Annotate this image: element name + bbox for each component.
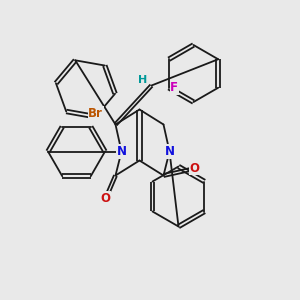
Text: F: F [170, 81, 178, 94]
Text: N: N [164, 145, 175, 158]
Text: H: H [139, 75, 148, 85]
Text: O: O [100, 191, 110, 205]
Text: Br: Br [88, 106, 103, 120]
Text: O: O [189, 161, 199, 175]
Text: N: N [116, 145, 127, 158]
